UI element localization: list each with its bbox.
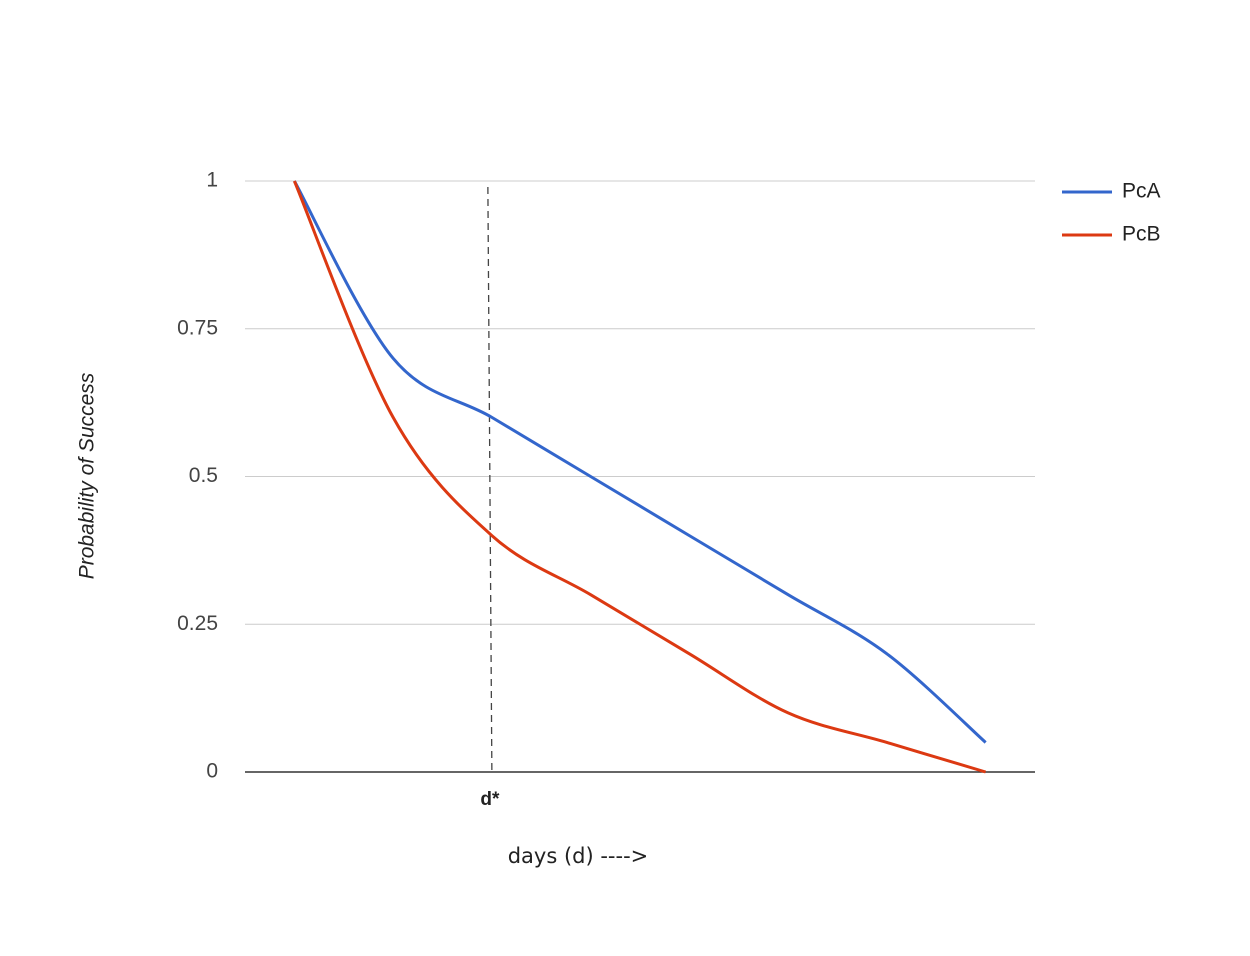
series-line (293, 180, 987, 744)
y-tick-label: 0.5 (189, 464, 218, 487)
x-axis-title: days (d) ----> (508, 844, 649, 868)
series-line (292, 180, 987, 774)
legend-label: PcB (1122, 223, 1161, 246)
y-tick-label: 0.75 (177, 316, 218, 339)
y-axis-title: Probability of Success (76, 372, 99, 579)
reference-line (487, 186, 493, 773)
y-tick-label: 1 (206, 169, 218, 192)
legend-label: PcA (1122, 180, 1161, 203)
y-tick-label: 0.25 (177, 612, 218, 635)
y-tick-label: 0 (206, 760, 218, 783)
x-tick-label: d* (480, 789, 500, 810)
